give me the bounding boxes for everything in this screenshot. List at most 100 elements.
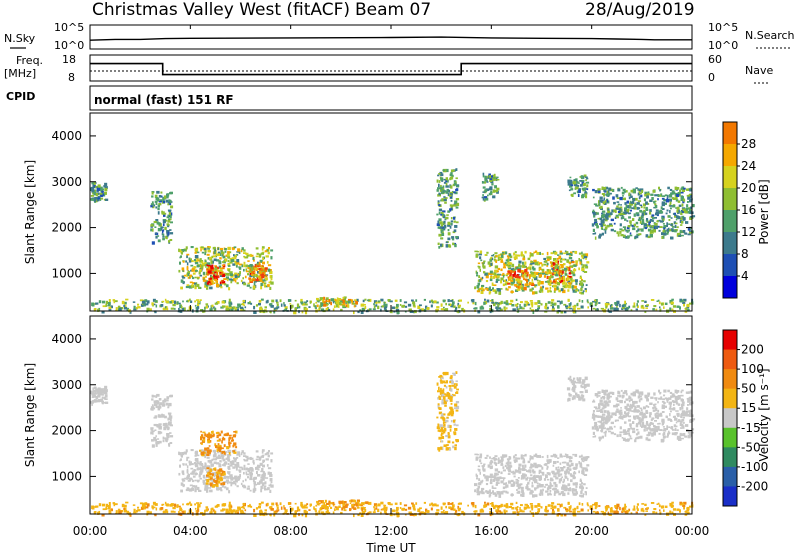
heatmap-cell: [520, 504, 523, 507]
heatmap-cell: [534, 277, 538, 281]
heatmap-cell: [234, 279, 237, 283]
heatmap-cell: [495, 509, 498, 512]
heatmap-cell: [519, 509, 523, 513]
heatmap-cell: [212, 430, 214, 434]
heatmap-cell: [154, 200, 158, 203]
heatmap-cell: [206, 489, 209, 493]
heatmap-cell: [204, 433, 207, 437]
heatmap-cell: [197, 259, 200, 262]
heatmap-cell: [447, 440, 451, 444]
heatmap-cell: [595, 223, 598, 226]
heatmap-cell: [220, 479, 223, 482]
heatmap-cell: [610, 218, 614, 222]
heatmap-cell: [200, 451, 205, 455]
heatmap-cell: [445, 394, 449, 397]
heatmap-cell: [539, 267, 542, 271]
heatmap-cell: [669, 205, 673, 207]
heatmap-cell: [265, 503, 268, 507]
heatmap-cell: [521, 492, 525, 495]
heatmap-cell: [442, 228, 446, 231]
heatmap-cell: [594, 218, 597, 222]
heatmap-cell: [98, 300, 102, 304]
heatmap-cell: [614, 302, 617, 305]
heatmap-cell: [496, 303, 501, 306]
heatmap-cell: [647, 202, 650, 205]
heatmap-cell: [616, 508, 618, 511]
heatmap-cell: [570, 253, 573, 256]
heatmap-cell: [532, 291, 535, 295]
heatmap-cell: [279, 502, 282, 506]
heatmap-cell: [251, 271, 254, 274]
heatmap-cell: [357, 503, 361, 506]
heatmap-cell: [375, 304, 378, 307]
heatmap-cell: [182, 472, 185, 475]
heatmap-cell: [608, 303, 610, 306]
heatmap-cell: [449, 173, 453, 177]
heatmap-cell: [436, 416, 439, 419]
heatmap-cell: [514, 274, 518, 278]
heatmap-cell: [220, 454, 225, 458]
heatmap-cell: [226, 307, 230, 311]
heatmap-cell: [497, 476, 500, 479]
heatmap-cell: [121, 503, 125, 508]
heatmap-cell: [627, 212, 632, 215]
heatmap-cell: [166, 437, 169, 441]
heatmap-cell: [495, 190, 498, 193]
heatmap-cell: [582, 291, 584, 294]
heatmap-cell: [616, 503, 620, 508]
heatmap-cell: [228, 298, 231, 302]
heatmap-cell: [261, 265, 264, 268]
heatmap-cell: [650, 215, 653, 218]
heatmap-cell: [166, 433, 170, 436]
heatmap-cell: [168, 210, 172, 213]
heatmap-cell: [636, 303, 638, 307]
heatmap-cell: [661, 236, 664, 239]
heatmap-cell: [614, 209, 617, 213]
heatmap-cell: [599, 217, 602, 221]
heatmap-cell: [151, 195, 154, 198]
heatmap-cell: [157, 235, 160, 237]
heatmap-cell: [196, 265, 200, 268]
heatmap-cell: [649, 225, 653, 228]
heatmap-cell: [262, 261, 265, 265]
heatmap-cell: [689, 216, 692, 220]
heatmap-cell: [596, 225, 599, 229]
heatmap-cell: [391, 306, 396, 310]
heatmap-cell: [233, 255, 237, 257]
heatmap-cell: [261, 310, 263, 313]
heatmap-cell: [211, 463, 214, 467]
heatmap-cell: [492, 178, 496, 181]
heatmap-cell: [407, 506, 412, 510]
colorbar-swatch: [723, 122, 737, 145]
heatmap-cell: [206, 262, 211, 265]
heatmap-cell: [228, 490, 231, 494]
heatmap-cell: [516, 511, 520, 513]
heatmap-cell: [611, 209, 614, 213]
heatmap-cell: [523, 286, 527, 291]
heatmap-cell: [164, 298, 167, 302]
heatmap-cell: [669, 201, 672, 204]
heatmap-cell: [121, 300, 125, 305]
heatmap-cell: [601, 232, 604, 236]
heatmap-cell: [343, 501, 347, 504]
heatmap-cell: [559, 301, 562, 305]
heatmap-cell: [489, 508, 491, 510]
heatmap-cell: [201, 251, 205, 254]
heatmap-cell: [332, 308, 335, 311]
heatmap-cell: [440, 211, 444, 216]
heatmap-cell: [554, 269, 558, 272]
heatmap-cell: [525, 486, 529, 490]
heatmap-cell: [492, 254, 495, 256]
heatmap-cell: [478, 478, 481, 482]
heatmap-cell: [110, 508, 113, 512]
heatmap-cell: [509, 461, 512, 465]
heatmap-cell: [326, 506, 329, 510]
heatmap-cell: [541, 471, 545, 475]
heatmap-cell: [224, 283, 227, 286]
heatmap-cell: [489, 270, 493, 274]
heatmap-cell: [256, 466, 259, 470]
heatmap-cell: [491, 282, 494, 286]
heatmap-cell: [534, 291, 538, 295]
heatmap-cell: [537, 300, 540, 304]
heatmap-cell: [500, 480, 504, 484]
